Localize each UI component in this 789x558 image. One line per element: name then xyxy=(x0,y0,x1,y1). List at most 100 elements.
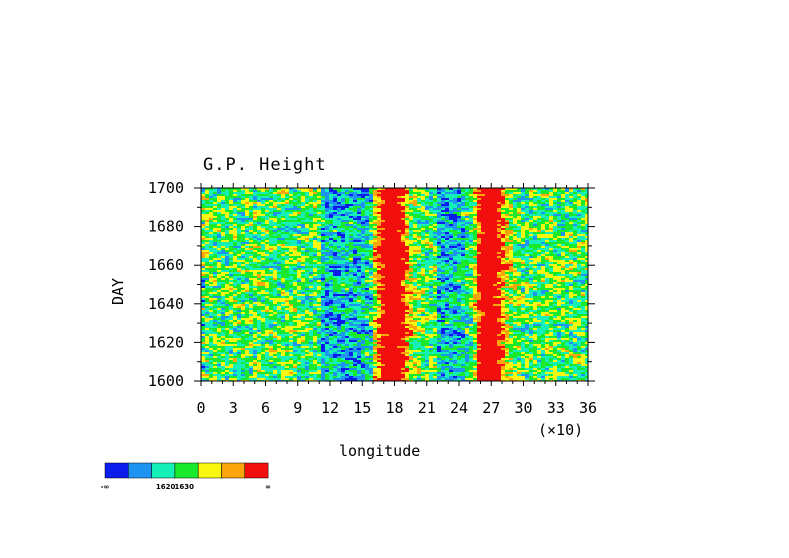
heat-cell xyxy=(345,224,350,227)
heat-cell xyxy=(469,196,474,199)
heat-cell xyxy=(389,188,394,191)
heat-cell xyxy=(537,238,542,241)
heat-cell xyxy=(389,194,394,197)
heat-cell xyxy=(245,284,250,287)
heat-cell xyxy=(453,276,458,279)
heat-cell xyxy=(449,204,454,207)
heat-cell xyxy=(537,250,542,253)
heat-cell xyxy=(433,206,438,209)
heat-cell xyxy=(449,236,454,239)
heat-cell xyxy=(405,278,410,281)
heat-cell xyxy=(541,226,546,229)
heat-cell xyxy=(349,220,354,223)
heat-cell xyxy=(469,250,474,253)
heat-cell xyxy=(401,218,406,221)
heat-cell xyxy=(301,188,306,191)
heat-cell xyxy=(221,238,226,241)
heat-cell xyxy=(301,286,306,289)
heat-cell xyxy=(413,254,418,257)
heat-cell xyxy=(305,290,310,293)
heat-cell xyxy=(301,194,306,197)
heat-cell xyxy=(557,274,562,277)
heat-cell xyxy=(549,284,554,287)
heat-cell xyxy=(257,198,262,201)
heat-cell xyxy=(561,274,566,277)
heat-cell xyxy=(513,222,518,225)
heat-cell xyxy=(381,282,386,285)
heat-cell xyxy=(413,262,418,265)
heat-cell xyxy=(345,288,350,291)
heat-cell xyxy=(305,236,310,239)
heat-cell xyxy=(413,264,418,267)
heat-cell xyxy=(305,252,310,255)
heat-cell xyxy=(305,216,310,219)
heat-cell xyxy=(245,204,250,207)
heat-cell xyxy=(301,240,306,243)
heat-cell xyxy=(297,272,302,275)
heat-cell xyxy=(449,272,454,275)
heat-cell xyxy=(401,272,406,275)
heat-cell xyxy=(409,196,414,199)
heat-cell xyxy=(281,216,286,219)
heat-cell xyxy=(261,196,266,199)
heat-cell xyxy=(477,270,482,273)
heat-cell xyxy=(581,246,586,249)
heat-cell xyxy=(281,220,286,223)
heat-cell xyxy=(257,288,262,291)
heat-cell xyxy=(469,208,474,211)
heat-cell xyxy=(245,224,250,227)
heat-cell xyxy=(449,254,454,257)
heat-cell xyxy=(433,286,438,289)
heat-cell xyxy=(445,240,450,243)
heat-cell xyxy=(545,282,550,285)
heat-cell xyxy=(489,236,494,239)
heat-cell xyxy=(481,256,486,259)
heat-cell xyxy=(333,222,338,225)
heat-cell xyxy=(273,226,278,229)
heat-cell xyxy=(305,254,310,257)
heat-cell xyxy=(445,206,450,209)
heat-cell xyxy=(209,224,214,227)
heat-cell xyxy=(257,256,262,259)
heat-cell xyxy=(277,278,282,281)
heat-cell xyxy=(409,256,414,259)
heat-cell xyxy=(377,230,382,233)
heat-cell xyxy=(449,244,454,247)
heat-cell xyxy=(325,276,330,279)
heat-cell xyxy=(305,248,310,251)
heat-cell xyxy=(253,214,258,217)
heat-cell xyxy=(229,270,234,273)
heat-cell xyxy=(321,204,326,207)
heat-cell xyxy=(385,284,390,287)
heat-cell xyxy=(565,242,570,245)
heat-cell xyxy=(533,212,538,215)
heat-cell xyxy=(549,218,554,221)
heat-cell xyxy=(417,222,422,225)
heat-cell xyxy=(269,260,274,263)
heat-cell xyxy=(329,278,334,281)
heat-cell xyxy=(389,284,394,287)
heat-cell xyxy=(261,236,266,239)
heat-cell xyxy=(437,286,442,289)
heat-cell xyxy=(465,206,470,209)
heat-cell xyxy=(269,196,274,199)
heat-cell xyxy=(261,276,266,279)
heat-cell xyxy=(289,208,294,211)
heat-cell xyxy=(505,258,510,261)
heat-cell xyxy=(341,210,346,213)
heat-cell xyxy=(477,244,482,247)
heat-cell xyxy=(229,212,234,215)
heat-cell xyxy=(425,244,430,247)
heat-cell xyxy=(481,188,486,191)
heat-cell xyxy=(393,280,398,283)
heat-cell xyxy=(353,278,358,281)
heat-cell xyxy=(213,190,218,193)
heat-cell xyxy=(249,208,254,211)
heat-cell xyxy=(569,284,574,287)
heat-cell xyxy=(329,218,334,221)
heat-cell xyxy=(525,226,530,229)
heat-cell xyxy=(289,278,294,281)
heat-cell xyxy=(373,230,378,233)
heat-cell xyxy=(265,242,270,245)
heat-cell xyxy=(565,194,570,197)
